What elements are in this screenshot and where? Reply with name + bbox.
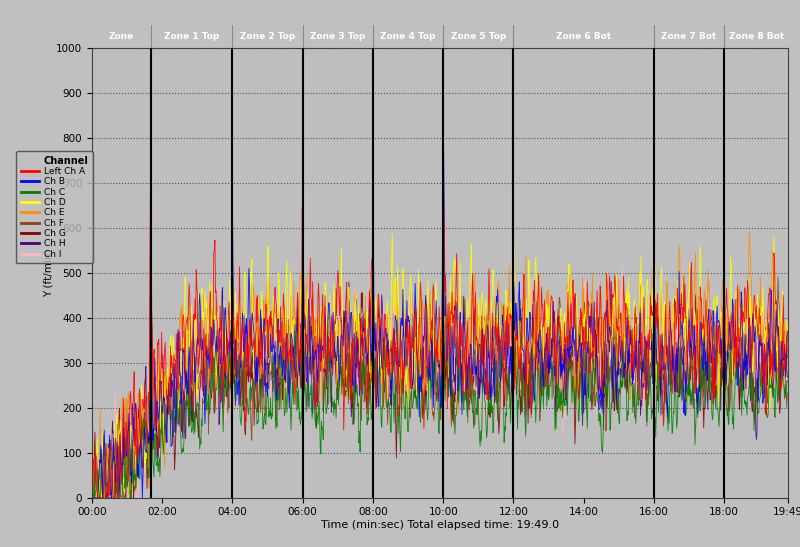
Legend: Channel, Left Ch A, Ch B, Ch C, Ch D, Ch E, Ch F, Ch G, Ch H, Ch I: Channel, Left Ch A, Ch B, Ch C, Ch D, Ch… [17, 151, 93, 263]
Text: Zone 2 Top: Zone 2 Top [240, 32, 295, 40]
X-axis label: Time (min:sec) Total elapsed time: 19:49.0: Time (min:sec) Total elapsed time: 19:49… [321, 520, 559, 530]
Text: Zone 1 Top: Zone 1 Top [164, 32, 219, 40]
Y-axis label: Y (ft/min): Y (ft/min) [43, 248, 54, 297]
Text: Zone 7 Bot: Zone 7 Bot [662, 32, 717, 40]
Text: Zone 6 Bot: Zone 6 Bot [556, 32, 611, 40]
Text: Zone 4 Top: Zone 4 Top [381, 32, 436, 40]
Text: Zone 8 Bot: Zone 8 Bot [729, 32, 784, 40]
Text: Zone 5 Top: Zone 5 Top [450, 32, 506, 40]
Text: Zone: Zone [109, 32, 134, 40]
Text: Zone 3 Top: Zone 3 Top [310, 32, 366, 40]
